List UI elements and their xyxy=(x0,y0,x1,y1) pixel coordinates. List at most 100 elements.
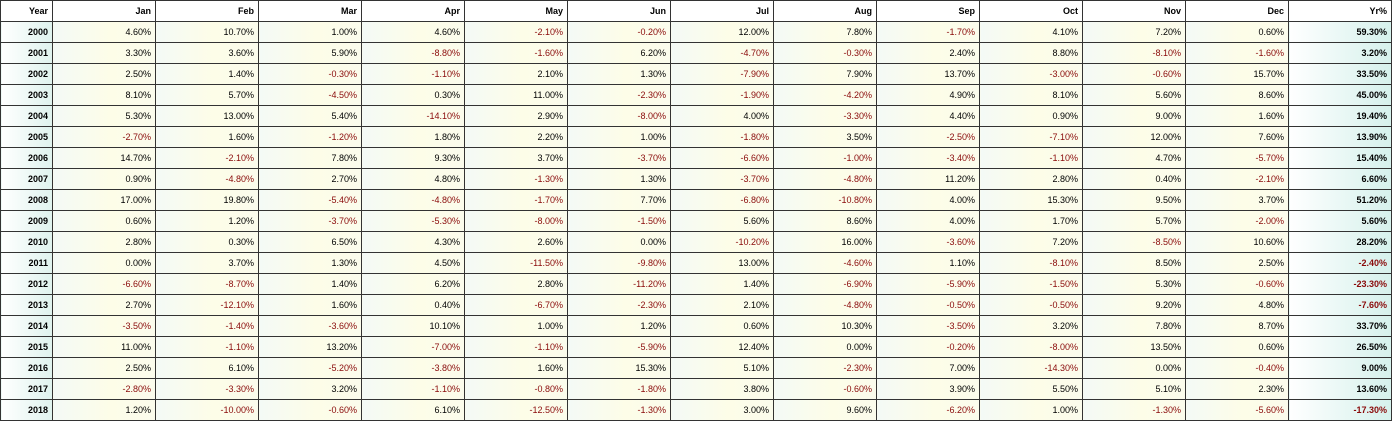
return-cell-aug: -4.60% xyxy=(773,252,877,274)
table-row: 2018 1.20% -10.00% -0.60% 6.10% -12.50% -1.30%… xyxy=(0,399,1392,421)
return-cell-jun: -8.00% xyxy=(567,105,671,127)
return-cell-nov: 5.60% xyxy=(1082,84,1186,106)
return-cell-jul: 3.80% xyxy=(670,378,774,400)
return-cell-may: 2.10% xyxy=(464,63,568,85)
return-cell-feb: 6.10% xyxy=(155,357,259,379)
return-cell-aug: 0.00% xyxy=(773,336,877,358)
return-cell-mar: 1.60% xyxy=(258,294,362,316)
table-row: 2015 11.00% -1.10% 13.20% -7.00% -1.10% -5.90%… xyxy=(0,336,1392,358)
table-row: 2008 17.00% 19.80% -5.40% -4.80% -1.70% 7.70% -… xyxy=(0,189,1392,211)
return-cell-aug: 16.00% xyxy=(773,231,877,253)
table-row: 2011 0.00% 3.70% 1.30% 4.50% -11.50% -9.80% 13.… xyxy=(0,252,1392,274)
return-cell-may: 2.60% xyxy=(464,231,568,253)
return-cell-jan: -2.80% xyxy=(52,378,156,400)
yearly-total-cell: -17.30% xyxy=(1288,399,1392,421)
year-cell: 2010 xyxy=(0,231,53,253)
return-cell-feb: 10.70% xyxy=(155,21,259,43)
return-cell-aug: 9.60% xyxy=(773,399,877,421)
header-yr-pct: Yr% xyxy=(1288,0,1392,22)
return-cell-jul: -4.70% xyxy=(670,42,774,64)
table-row: 2001 3.30% 3.60% 5.90% -8.80% -1.60% 6.20% -4.7… xyxy=(0,42,1392,64)
return-cell-oct: -8.00% xyxy=(979,336,1083,358)
return-cell-dec: 15.70% xyxy=(1185,63,1289,85)
return-cell-mar: 13.20% xyxy=(258,336,362,358)
year-cell: 2004 xyxy=(0,105,53,127)
return-cell-oct: 3.20% xyxy=(979,315,1083,337)
table-row: 2003 8.10% 5.70% -4.50% 0.30% 11.00% -2.30% -1.… xyxy=(0,84,1392,106)
return-cell-oct: -14.30% xyxy=(979,357,1083,379)
return-cell-nov: 7.80% xyxy=(1082,315,1186,337)
return-cell-apr: 9.30% xyxy=(361,147,465,169)
return-cell-jan: -6.60% xyxy=(52,273,156,295)
return-cell-nov: 13.50% xyxy=(1082,336,1186,358)
return-cell-nov: 5.10% xyxy=(1082,378,1186,400)
return-cell-oct: 4.10% xyxy=(979,21,1083,43)
return-cell-jan: 2.50% xyxy=(52,357,156,379)
return-cell-dec: 7.60% xyxy=(1185,126,1289,148)
return-cell-apr: -4.80% xyxy=(361,189,465,211)
yearly-total-cell: 5.60% xyxy=(1288,210,1392,232)
return-cell-mar: -0.60% xyxy=(258,399,362,421)
return-cell-sep: 13.70% xyxy=(876,63,980,85)
return-cell-may: 2.80% xyxy=(464,273,568,295)
year-cell: 2015 xyxy=(0,336,53,358)
return-cell-mar: -4.50% xyxy=(258,84,362,106)
return-cell-oct: -1.50% xyxy=(979,273,1083,295)
return-cell-jan: 8.10% xyxy=(52,84,156,106)
header-oct: Oct xyxy=(979,0,1083,22)
yearly-total-cell: 13.90% xyxy=(1288,126,1392,148)
year-cell: 2006 xyxy=(0,147,53,169)
return-cell-may: -2.10% xyxy=(464,21,568,43)
year-cell: 2017 xyxy=(0,378,53,400)
table-row: 2017 -2.80% -3.30% 3.20% -1.10% -0.80% -1.80% 3… xyxy=(0,378,1392,400)
return-cell-jun: 1.30% xyxy=(567,168,671,190)
return-cell-sep: 11.20% xyxy=(876,168,980,190)
return-cell-dec: 2.30% xyxy=(1185,378,1289,400)
header-may: May xyxy=(464,0,568,22)
year-cell: 2000 xyxy=(0,21,53,43)
table-row: 2016 2.50% 6.10% -5.20% -3.80% 1.60% 15.30% 5.1… xyxy=(0,357,1392,379)
return-cell-jun: -3.70% xyxy=(567,147,671,169)
return-cell-apr: 0.30% xyxy=(361,84,465,106)
return-cell-jun: 1.00% xyxy=(567,126,671,148)
return-cell-sep: 4.40% xyxy=(876,105,980,127)
yearly-total-cell: -7.60% xyxy=(1288,294,1392,316)
header-dec: Dec xyxy=(1185,0,1289,22)
return-cell-apr: 6.20% xyxy=(361,273,465,295)
return-cell-dec: 8.70% xyxy=(1185,315,1289,337)
return-cell-apr: -14.10% xyxy=(361,105,465,127)
return-cell-jan: 0.60% xyxy=(52,210,156,232)
return-cell-sep: 4.00% xyxy=(876,189,980,211)
return-cell-jun: -9.80% xyxy=(567,252,671,274)
return-cell-aug: -4.80% xyxy=(773,294,877,316)
year-cell: 2016 xyxy=(0,357,53,379)
return-cell-apr: 6.10% xyxy=(361,399,465,421)
return-cell-jul: 5.10% xyxy=(670,357,774,379)
return-cell-oct: 15.30% xyxy=(979,189,1083,211)
return-cell-may: 1.60% xyxy=(464,357,568,379)
return-cell-mar: -0.30% xyxy=(258,63,362,85)
return-cell-jul: -6.80% xyxy=(670,189,774,211)
table-body: 2000 4.60% 10.70% 1.00% 4.60% -2.10% -0.20% 12.… xyxy=(0,21,1392,421)
year-cell: 2012 xyxy=(0,273,53,295)
return-cell-jul: 4.00% xyxy=(670,105,774,127)
return-cell-jun: -2.30% xyxy=(567,84,671,106)
return-cell-sep: -0.50% xyxy=(876,294,980,316)
return-cell-oct: -3.00% xyxy=(979,63,1083,85)
header-sep: Sep xyxy=(876,0,980,22)
return-cell-aug: -10.80% xyxy=(773,189,877,211)
return-cell-jul: 12.00% xyxy=(670,21,774,43)
return-cell-oct: 2.80% xyxy=(979,168,1083,190)
table-header-row: Year Jan Feb Mar Apr May Jun Jul Aug Sep… xyxy=(0,0,1392,22)
return-cell-may: 2.90% xyxy=(464,105,568,127)
year-cell: 2003 xyxy=(0,84,53,106)
return-cell-apr: -7.00% xyxy=(361,336,465,358)
yearly-total-cell: 19.40% xyxy=(1288,105,1392,127)
return-cell-aug: -0.60% xyxy=(773,378,877,400)
return-cell-feb: 13.00% xyxy=(155,105,259,127)
return-cell-mar: 1.00% xyxy=(258,21,362,43)
return-cell-jan: -2.70% xyxy=(52,126,156,148)
table-row: 2007 0.90% -4.80% 2.70% 4.80% -1.30% 1.30% -3.7… xyxy=(0,168,1392,190)
return-cell-nov: -8.10% xyxy=(1082,42,1186,64)
return-cell-feb: -1.10% xyxy=(155,336,259,358)
